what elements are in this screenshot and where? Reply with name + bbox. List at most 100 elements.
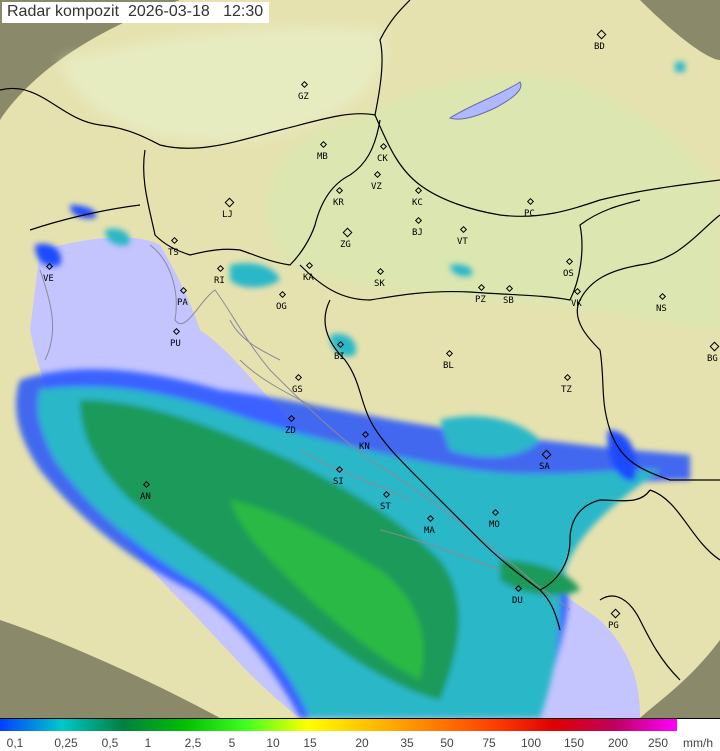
city-marker-icon: [300, 80, 309, 89]
city-label: BG: [707, 354, 718, 364]
legend-label: 15: [303, 736, 317, 750]
city-label: ZD: [285, 426, 296, 436]
city-marker-icon: [361, 430, 370, 439]
legend-label: 35: [400, 736, 414, 750]
city-label: MB: [317, 152, 328, 162]
legend-label: 100: [520, 736, 542, 750]
city-label: KN: [359, 442, 370, 452]
city-zd: ZD: [285, 414, 297, 436]
city-label: MA: [424, 526, 435, 536]
city-ri: RI: [214, 264, 226, 286]
city-label: NS: [656, 304, 667, 314]
city-marker-icon: [459, 225, 468, 234]
city-label: GS: [292, 385, 303, 395]
city-marker-icon: [541, 449, 552, 460]
city-marker-icon: [379, 142, 388, 151]
city-ck: CK: [377, 142, 389, 164]
city-label: LJ: [222, 210, 233, 220]
city-label: AN: [140, 492, 151, 502]
radar-map[interactable]: BD GZ MB CK VZ KR KC PC LJ ZG BJ VT TS VE RI KA SK OS PA OG…: [0, 0, 720, 719]
city-marker-icon: [477, 283, 486, 292]
city-kr: KR: [333, 186, 345, 208]
city-st: ST: [380, 490, 392, 512]
city-marker-icon: [658, 292, 667, 301]
city-label: DU: [512, 596, 523, 606]
city-bg: BG: [707, 341, 720, 364]
city-marker-icon: [505, 284, 514, 293]
city-marker-icon: [610, 608, 621, 619]
city-label: TZ: [561, 385, 572, 395]
legend-label: 5: [228, 736, 236, 750]
city-ns: NS: [656, 292, 668, 314]
legend-label: 75: [482, 736, 496, 750]
city-si: SI: [333, 465, 345, 487]
city-marker-icon: [287, 414, 296, 423]
city-label: VE: [43, 274, 54, 284]
city-marker-icon: [414, 186, 423, 195]
city-marker-icon: [305, 261, 314, 270]
city-label: ST: [380, 502, 391, 512]
city-marker-icon: [172, 327, 181, 336]
legend-label: 0,25: [54, 736, 78, 750]
city-marker-icon: [382, 490, 391, 499]
city-marker-icon: [179, 286, 188, 295]
map-canvas: [0, 0, 720, 718]
city-marker-icon: [335, 186, 344, 195]
legend-label: 1: [144, 736, 152, 750]
city-tz: TZ: [561, 373, 573, 395]
city-marker-icon: [445, 349, 454, 358]
city-label: SA: [539, 462, 550, 472]
city-zg: ZG: [340, 227, 354, 250]
legend-label: 0,5: [101, 736, 119, 750]
city-label: BI: [334, 352, 345, 362]
city-marker-icon: [414, 216, 423, 225]
city-marker-icon: [335, 465, 344, 474]
city-og: OG: [276, 290, 288, 312]
city-sa: SA: [539, 449, 553, 472]
city-marker-icon: [278, 290, 287, 299]
city-gs: GS: [292, 373, 304, 395]
city-mb: MB: [317, 140, 329, 162]
city-ts: TS: [168, 236, 180, 258]
city-vt: VT: [457, 225, 469, 247]
city-marker-icon: [319, 140, 328, 149]
city-label: SI: [333, 477, 344, 487]
city-kn: KN: [359, 430, 371, 452]
city-bl: BL: [443, 349, 455, 371]
legend-label: 250: [647, 736, 669, 750]
city-vk: VK: [571, 287, 583, 309]
coastline-islands: [39, 244, 571, 611]
city-bi: BI: [334, 340, 346, 362]
city-mo: MO: [489, 508, 501, 530]
city-label: KC: [412, 198, 423, 208]
city-marker-icon: [565, 257, 574, 266]
city-label: ZG: [340, 240, 351, 250]
city-label: GZ: [298, 92, 309, 102]
city-label: PA: [177, 298, 188, 308]
city-marker-icon: [142, 480, 151, 489]
city-marker-icon: [573, 287, 582, 296]
city-label: MO: [489, 520, 500, 530]
city-label: BD: [594, 42, 605, 52]
city-label: SK: [374, 279, 385, 289]
title-date: 2026-03-18: [127, 3, 210, 20]
title-time: 12:30: [223, 3, 264, 20]
city-label: PG: [608, 621, 619, 631]
legend-label: 50: [440, 736, 454, 750]
city-marker-icon: [426, 514, 435, 523]
city-bd: BD: [594, 29, 608, 52]
city-marker-icon: [709, 341, 720, 352]
city-os: OS: [563, 257, 575, 279]
city-label: KR: [333, 198, 344, 208]
city-pc: PC: [524, 197, 536, 219]
city-marker-icon: [294, 373, 303, 382]
city-label: KA: [303, 273, 314, 283]
city-label: PU: [170, 339, 181, 349]
city-marker-icon: [376, 267, 385, 276]
city-marker-icon: [45, 262, 54, 271]
city-gz: GZ: [298, 80, 310, 102]
city-marker-icon: [216, 264, 225, 273]
city-label: SB: [503, 296, 514, 306]
legend-color-bar: [0, 719, 677, 731]
city-marker-icon: [514, 584, 523, 593]
